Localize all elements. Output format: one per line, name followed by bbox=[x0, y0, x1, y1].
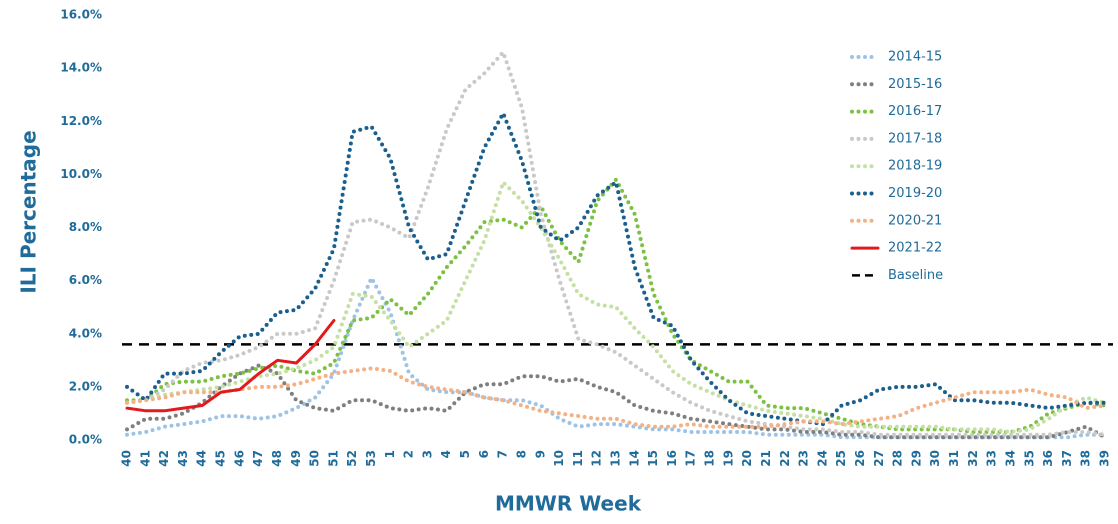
x-tick-label: 10 bbox=[552, 450, 566, 467]
y-tick-label: 10.0% bbox=[60, 167, 102, 181]
legend-label: 2021-22 bbox=[888, 241, 942, 256]
x-tick-label: 26 bbox=[853, 450, 867, 467]
x-tick-label: 39 bbox=[1098, 450, 1112, 467]
y-tick-label: 12.0% bbox=[60, 114, 102, 128]
x-tick-label: 47 bbox=[251, 450, 265, 467]
x-tick-label: 15 bbox=[646, 450, 660, 467]
x-tick-label: 31 bbox=[947, 450, 961, 467]
x-tick-label: 27 bbox=[872, 450, 886, 467]
x-tick-label: 43 bbox=[176, 450, 190, 467]
y-tick-label: 0.0% bbox=[69, 433, 102, 447]
legend-label: 2019-20 bbox=[888, 186, 942, 201]
x-tick-label: 19 bbox=[721, 450, 735, 467]
x-tick-label: 45 bbox=[214, 450, 228, 467]
y-tick-label: 8.0% bbox=[69, 220, 102, 234]
x-tick-label: 53 bbox=[364, 450, 378, 467]
series-line bbox=[125, 366, 1107, 429]
x-tick-label: 38 bbox=[1079, 450, 1093, 467]
x-tick-label: 16 bbox=[665, 450, 679, 467]
x-tick-label: 41 bbox=[138, 450, 152, 467]
series-line bbox=[125, 111, 1107, 427]
x-tick-label: 6 bbox=[477, 450, 491, 458]
x-tick-label: 11 bbox=[571, 450, 585, 467]
x-tick-label: 22 bbox=[778, 450, 792, 467]
series-line bbox=[125, 276, 1107, 440]
x-tick-label: 46 bbox=[232, 450, 246, 467]
x-tick-label: 13 bbox=[609, 450, 623, 467]
x-tick-label: 2 bbox=[402, 450, 416, 458]
x-tick-label: 44 bbox=[195, 450, 209, 467]
y-tick-label: 6.0% bbox=[69, 273, 102, 287]
x-tick-label: 14 bbox=[627, 450, 641, 467]
x-tick-label: 52 bbox=[345, 450, 359, 467]
y-tick-label: 4.0% bbox=[69, 326, 102, 340]
x-tick-label: 18 bbox=[703, 450, 717, 467]
x-tick-label: 42 bbox=[157, 450, 171, 467]
y-tick-label: 2.0% bbox=[69, 379, 102, 393]
x-tick-label: 24 bbox=[815, 450, 829, 467]
legend-label: Baseline bbox=[888, 268, 943, 283]
y-tick-label: 16.0% bbox=[60, 8, 102, 22]
x-tick-label: 9 bbox=[533, 450, 547, 458]
x-tick-label: 36 bbox=[1041, 450, 1055, 467]
x-tick-label: 49 bbox=[289, 450, 303, 467]
legend-label: 2020-21 bbox=[888, 213, 942, 228]
x-tick-label: 50 bbox=[308, 450, 322, 467]
x-axis-title: MMWR Week bbox=[495, 492, 642, 516]
x-tick-label: 3 bbox=[420, 450, 434, 458]
x-tick-label: 17 bbox=[684, 450, 698, 467]
series-line bbox=[125, 363, 1107, 440]
x-tick-label: 12 bbox=[590, 450, 604, 467]
y-axis-title: ILI Percentage bbox=[17, 130, 41, 293]
x-tick-label: 33 bbox=[985, 450, 999, 467]
x-tick-label: 5 bbox=[458, 450, 472, 458]
x-tick-label: 20 bbox=[740, 450, 754, 467]
series-line bbox=[125, 177, 1107, 434]
x-tick-label: 30 bbox=[928, 450, 942, 467]
x-tick-label: 21 bbox=[759, 450, 773, 467]
series-line bbox=[125, 50, 1107, 437]
legend-label: 2015-16 bbox=[888, 77, 942, 92]
x-tick-label: 1 bbox=[383, 450, 397, 458]
x-tick-label: 34 bbox=[1003, 450, 1017, 467]
x-tick-label: 40 bbox=[120, 450, 134, 467]
x-tick-label: 51 bbox=[326, 450, 340, 467]
x-tick-label: 48 bbox=[270, 450, 284, 467]
x-tick-label: 29 bbox=[909, 450, 923, 467]
x-tick-label: 28 bbox=[891, 450, 905, 467]
x-tick-label: 32 bbox=[966, 450, 980, 467]
x-tick-label: 23 bbox=[797, 450, 811, 467]
x-tick-label: 7 bbox=[496, 450, 510, 458]
x-tick-label: 8 bbox=[514, 450, 528, 458]
legend-label: 2016-17 bbox=[888, 104, 942, 119]
x-tick-label: 4 bbox=[439, 450, 453, 458]
x-tick-label: 25 bbox=[834, 450, 848, 467]
legend-label: 2017-18 bbox=[888, 131, 942, 146]
series-line bbox=[125, 180, 1107, 434]
series-line bbox=[125, 319, 336, 413]
x-tick-label: 35 bbox=[1022, 450, 1036, 467]
y-tick-label: 14.0% bbox=[60, 61, 102, 75]
x-tick-label: 37 bbox=[1060, 450, 1074, 467]
legend-label: 2018-19 bbox=[888, 159, 942, 174]
legend-label: 2014-15 bbox=[888, 50, 942, 65]
